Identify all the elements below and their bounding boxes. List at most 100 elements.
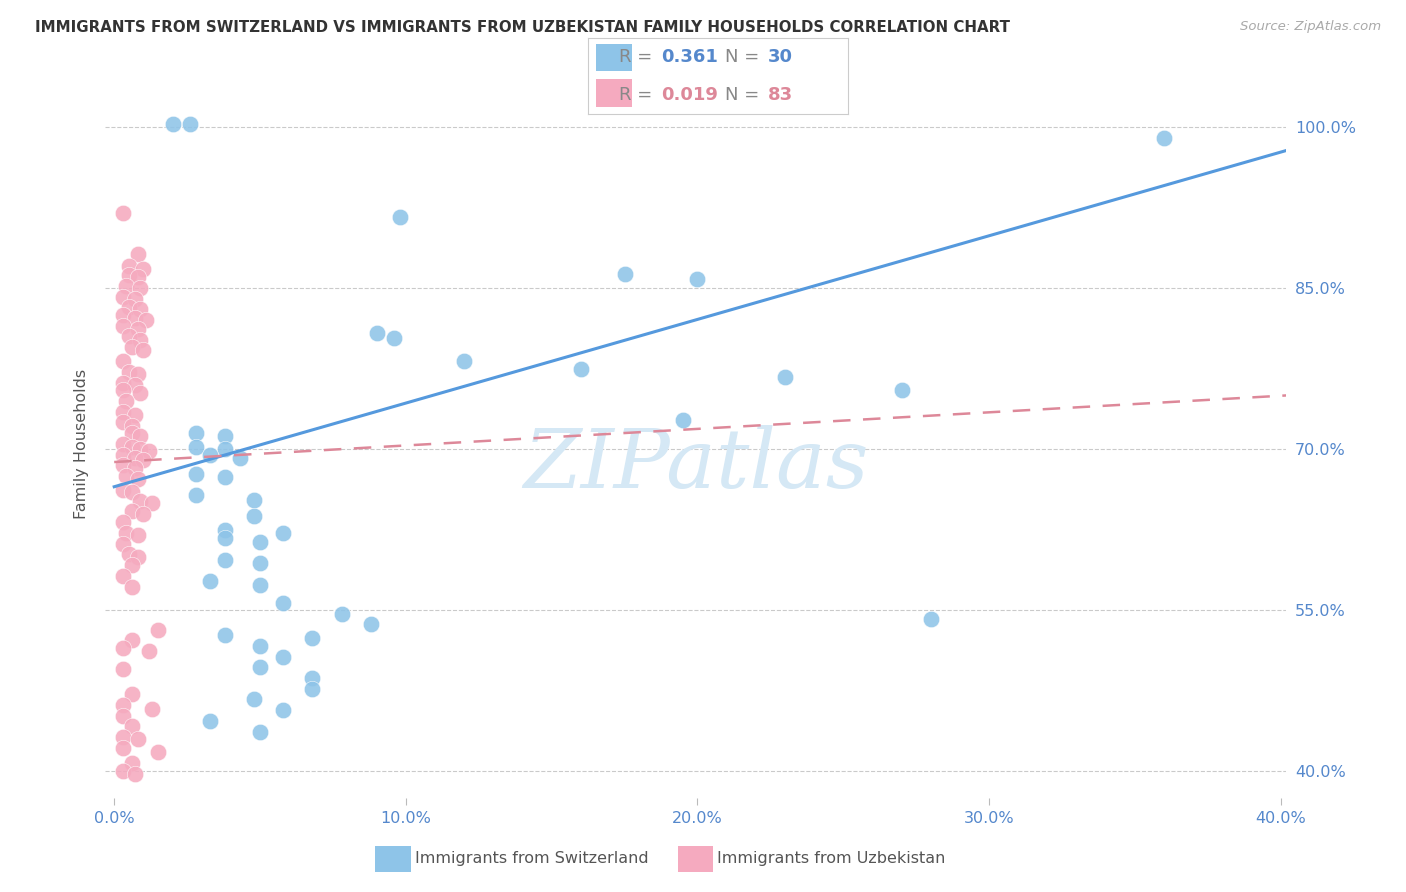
Point xyxy=(111,708,134,723)
Point xyxy=(273,703,295,717)
Point xyxy=(121,558,143,573)
Point xyxy=(214,628,236,642)
Point xyxy=(129,442,152,457)
Point xyxy=(146,623,169,637)
Point xyxy=(214,442,236,457)
Point xyxy=(162,117,184,131)
Point xyxy=(273,596,295,610)
Point xyxy=(111,289,134,303)
Point xyxy=(127,246,149,260)
Text: 83: 83 xyxy=(768,87,793,104)
Point xyxy=(360,617,382,632)
Point xyxy=(366,326,388,340)
Text: Immigrants from Uzbekistan: Immigrants from Uzbekistan xyxy=(717,851,945,865)
Point xyxy=(121,485,143,500)
Point xyxy=(330,607,353,621)
Point xyxy=(118,268,141,282)
Text: 0.019: 0.019 xyxy=(661,87,717,104)
Point xyxy=(121,719,143,733)
Point xyxy=(214,429,236,443)
Point xyxy=(121,633,143,648)
Point xyxy=(184,488,207,502)
Point xyxy=(115,525,138,540)
Point xyxy=(127,270,149,285)
Point xyxy=(124,408,146,422)
Point xyxy=(773,370,796,384)
Point xyxy=(111,662,134,676)
Point xyxy=(115,393,138,408)
Point xyxy=(115,469,138,483)
Point xyxy=(200,574,222,589)
Point xyxy=(111,318,134,333)
Point xyxy=(920,612,942,626)
Point xyxy=(111,415,134,429)
Point xyxy=(121,504,143,518)
Point xyxy=(121,418,143,433)
Point xyxy=(124,377,146,392)
Point xyxy=(214,470,236,484)
Point xyxy=(249,534,271,549)
Point xyxy=(129,493,152,508)
Point xyxy=(200,448,222,462)
Point xyxy=(121,340,143,354)
Point xyxy=(111,354,134,368)
Point xyxy=(214,553,236,567)
Point xyxy=(118,301,141,315)
Point xyxy=(127,732,149,747)
Bar xyxy=(596,44,631,71)
Point xyxy=(124,311,146,326)
Point xyxy=(111,376,134,390)
Point xyxy=(111,698,134,712)
Point xyxy=(301,632,323,646)
Point xyxy=(132,261,155,276)
Point xyxy=(301,681,323,696)
Text: ZIPatlas: ZIPatlas xyxy=(523,425,869,505)
Point xyxy=(214,523,236,537)
Point xyxy=(111,640,134,655)
Point xyxy=(111,515,134,529)
Point xyxy=(686,272,709,286)
Point xyxy=(249,639,271,653)
Text: N =: N = xyxy=(725,48,765,66)
Point xyxy=(132,453,155,467)
Text: Source: ZipAtlas.com: Source: ZipAtlas.com xyxy=(1240,20,1381,33)
Point xyxy=(138,644,160,658)
Point xyxy=(249,660,271,674)
Point xyxy=(249,556,271,570)
Point xyxy=(146,745,169,759)
Text: 0.361: 0.361 xyxy=(661,48,717,66)
Text: R =: R = xyxy=(619,48,658,66)
Point xyxy=(127,367,149,381)
Point xyxy=(141,496,163,510)
Point xyxy=(111,740,134,755)
Point xyxy=(111,458,134,473)
Point xyxy=(127,322,149,336)
Point xyxy=(129,302,152,317)
Point xyxy=(273,649,295,664)
Point xyxy=(111,764,134,779)
Point xyxy=(111,483,134,497)
Point xyxy=(249,724,271,739)
Point xyxy=(184,467,207,481)
Point xyxy=(111,537,134,551)
Point xyxy=(243,492,266,507)
Text: Immigrants from Switzerland: Immigrants from Switzerland xyxy=(415,851,648,865)
Point xyxy=(118,365,141,379)
Point xyxy=(569,361,592,376)
Point xyxy=(184,425,207,440)
Point xyxy=(301,671,323,685)
Point xyxy=(672,413,695,427)
Point xyxy=(124,292,146,306)
Point xyxy=(127,549,149,564)
Point xyxy=(115,278,138,293)
Point xyxy=(124,450,146,465)
Point xyxy=(138,444,160,458)
Point xyxy=(111,436,134,450)
Point xyxy=(388,210,411,224)
Point xyxy=(228,450,250,465)
Point xyxy=(132,343,155,358)
Point xyxy=(129,333,152,347)
Point xyxy=(200,714,222,728)
Point xyxy=(111,404,134,418)
Point xyxy=(453,354,475,368)
